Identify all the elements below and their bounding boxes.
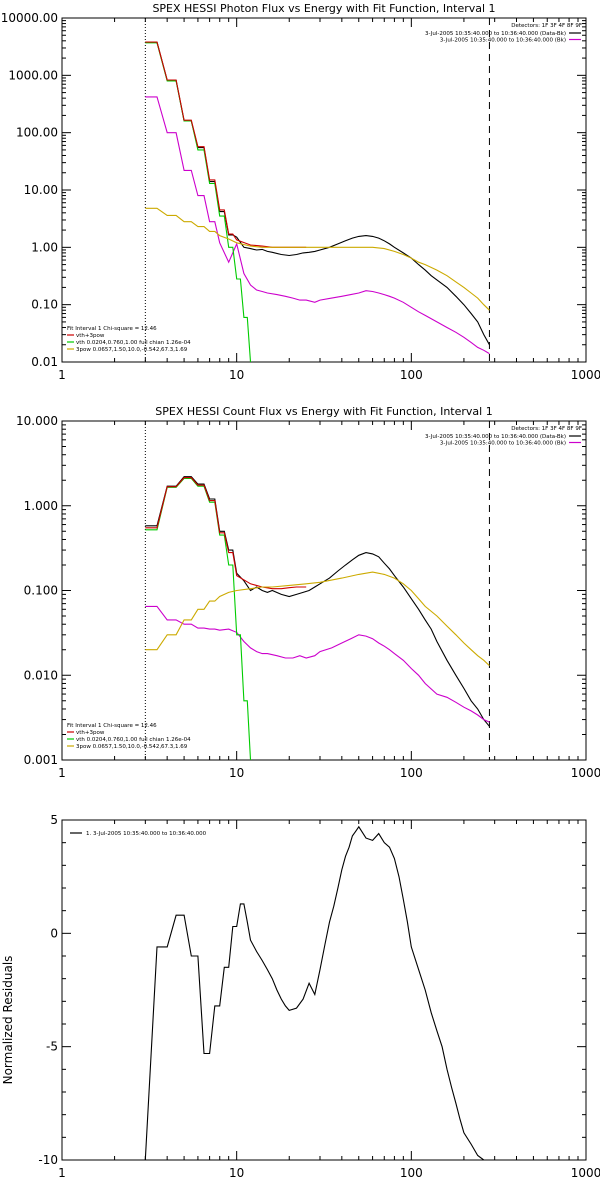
data-series-3 xyxy=(145,42,252,362)
legend-entry: 3-Jul-2005 10:35:40.000 to 10:36:40.000 … xyxy=(440,441,566,447)
y-tick-label: 1000.00 xyxy=(8,68,58,82)
series-group xyxy=(144,825,490,1160)
data-series-2 xyxy=(145,96,490,355)
y-tick-label: 5 xyxy=(50,813,58,827)
data-series-1 xyxy=(145,41,490,345)
data-series-1 xyxy=(144,825,490,1160)
y-tick-label: 100.00 xyxy=(16,126,58,140)
x-tick-label: 1000 xyxy=(571,1166,600,1180)
fit-legend-entry: 3pow 0.0657,1.50,10.0,-0.542,67.3,1.69 xyxy=(76,744,188,750)
data-series-1 xyxy=(145,476,490,727)
series-group xyxy=(145,476,490,760)
y-tick-label: 1.000 xyxy=(24,499,58,513)
series-group xyxy=(145,41,490,362)
y-tick-label: 10.000 xyxy=(16,414,58,428)
data-series-5 xyxy=(145,571,490,666)
data-series-5 xyxy=(145,207,490,311)
x-tick-label: 1000 xyxy=(571,368,600,382)
x-tick-label: 100 xyxy=(400,368,423,382)
x-tick-label: 1 xyxy=(58,368,66,382)
y-tick-label: 10000.00 xyxy=(1,11,58,25)
fit-legend-entry: vth+3pow xyxy=(76,730,105,736)
x-tick-label: 100 xyxy=(400,1166,423,1180)
x-tick-label: 1 xyxy=(58,1166,66,1180)
chart-panel-3: 1 10 100 1000 5 0 -5 -10 Normalized Residuals 1. … xyxy=(1,813,600,1180)
fit-legend-entry: Fit Interval 1 Chi-square = 12.46 xyxy=(67,723,157,729)
legend-entry: 3-Jul-2005 10:35:40.000 to 10:36:40.000 … xyxy=(425,434,566,440)
plot-frame xyxy=(61,420,587,761)
legend-entry: 3-Jul-2005 10:35:40.000 to 10:36:40.000 … xyxy=(440,38,566,44)
data-series-2 xyxy=(145,605,490,723)
x-tick-label: 1000 xyxy=(571,766,600,780)
y-tick-label: 10.00 xyxy=(24,183,58,197)
chart-panel-1: SPEX HESSI Photon Flux vs Energy with Fi… xyxy=(1,2,600,382)
fit-legend-entry: vth 0.0204,0.760,1.00 full chian 1.26e-0… xyxy=(76,737,191,743)
y-tick-label: 0 xyxy=(50,926,58,940)
chart-title: SPEX HESSI Count Flux vs Energy with Fit… xyxy=(155,405,492,418)
detectors-label: Detectors: 1F 3F 4F 8F 9F xyxy=(511,426,582,432)
x-tick-label: 10 xyxy=(229,766,244,780)
y-tick-label: 0.001 xyxy=(24,753,58,767)
chart-panel-2: SPEX HESSI Count Flux vs Energy with Fit… xyxy=(16,405,600,780)
plot-frame xyxy=(61,819,587,1161)
y-tick-label: 1.00 xyxy=(31,240,58,254)
data-series-4 xyxy=(145,477,307,590)
plot-frame xyxy=(61,17,587,363)
fit-legend-entry: 3pow 0.0657,1.50,10.0,-0.542,67.3,1.69 xyxy=(76,347,188,353)
y-tick-label: -5 xyxy=(46,1040,58,1054)
chart-title: SPEX HESSI Photon Flux vs Energy with Fi… xyxy=(152,2,495,15)
x-tick-label: 10 xyxy=(229,1166,244,1180)
fit-legend-entry: vth 0.0204,0.760,1.00 full chian 1.26e-0… xyxy=(76,340,191,346)
x-tick-label: 10 xyxy=(229,368,244,382)
y-tick-label: 0.01 xyxy=(31,355,58,369)
y-tick-label: 0.100 xyxy=(24,584,58,598)
data-series-4 xyxy=(145,41,307,248)
y-tick-label: 0.10 xyxy=(31,298,58,312)
y-axis-label: Normalized Residuals xyxy=(1,956,15,1085)
detectors-label: Detectors: 1F 3F 4F 8F 9F xyxy=(511,23,582,29)
x-tick-label: 100 xyxy=(400,766,423,780)
x-tick-label: 1 xyxy=(58,766,66,780)
y-tick-label: 0.010 xyxy=(24,668,58,682)
y-tick-label: -10 xyxy=(38,1153,58,1167)
legend-entry: 3-Jul-2005 10:35:40.000 to 10:36:40.000 … xyxy=(425,31,566,37)
residual-legend-entry: 1. 3-Jul-2005 10:35:40.000 to 10:36:40.0… xyxy=(86,831,207,837)
data-series-3 xyxy=(145,477,252,760)
fit-legend-entry: vth+3pow xyxy=(76,333,105,339)
fit-legend-entry: Fit Interval 1 Chi-square = 12.46 xyxy=(67,326,157,332)
